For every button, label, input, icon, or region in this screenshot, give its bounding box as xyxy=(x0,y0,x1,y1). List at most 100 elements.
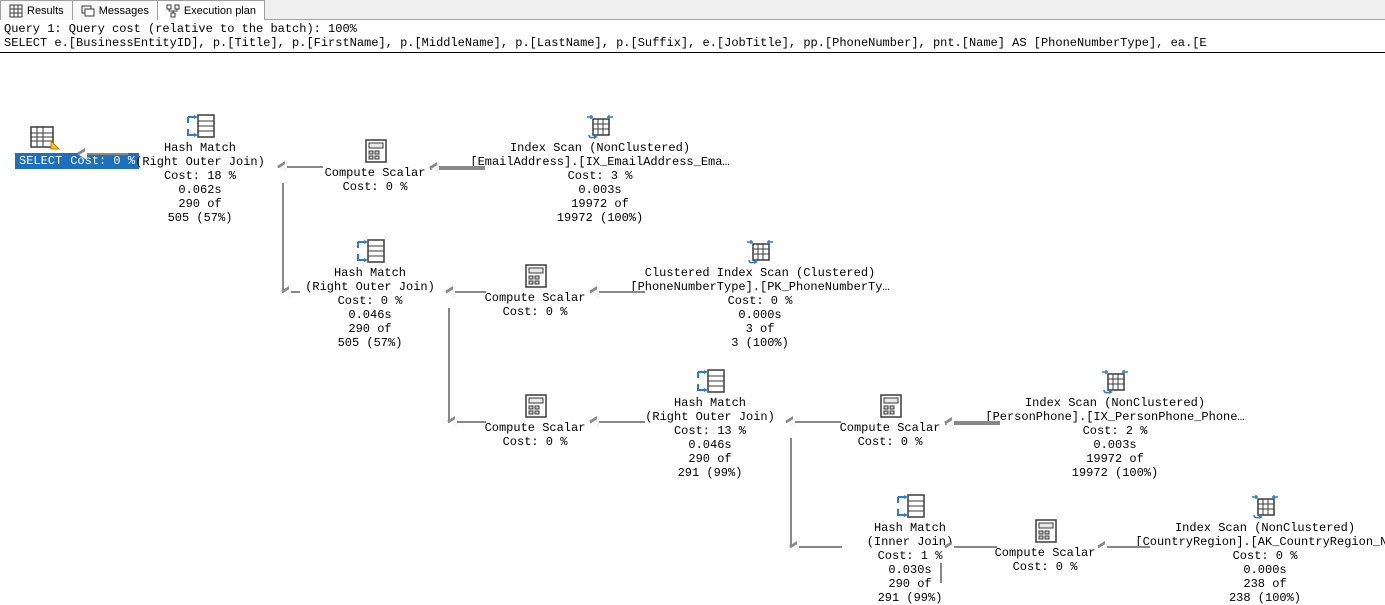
plan-node-text: Cost: 0 % xyxy=(290,294,450,308)
plan-node-cs5[interactable]: Compute ScalarCost: 0 % xyxy=(985,518,1105,574)
plan-node-text: Hash Match xyxy=(830,521,990,535)
plan-node-text: 19972 (100%) xyxy=(470,211,730,225)
plan-node-hm3[interactable]: Hash Match(Right Outer Join)Cost: 13 %0.… xyxy=(630,368,790,480)
plan-node-text: 291 (99%) xyxy=(830,591,990,605)
plan-node-text: 505 (57%) xyxy=(120,211,280,225)
plan-node-text: 0.046s xyxy=(290,308,450,322)
plan-node-text: Compute Scalar xyxy=(315,166,435,180)
grid-icon xyxy=(9,4,23,18)
plan-node-hm4[interactable]: Hash Match(Inner Join)Cost: 1 %0.030s290… xyxy=(830,493,990,605)
compute-icon xyxy=(830,393,950,419)
hash-icon xyxy=(630,368,790,394)
plan-node-text: 0.000s xyxy=(1135,563,1385,577)
plan-node-text: Hash Match xyxy=(120,141,280,155)
indexscan-icon xyxy=(985,368,1245,394)
plan-node-text: Compute Scalar xyxy=(985,546,1105,560)
plan-node-cs2[interactable]: Compute ScalarCost: 0 % xyxy=(475,263,595,319)
plan-node-text: Cost: 18 % xyxy=(120,169,280,183)
hash-icon xyxy=(290,238,450,264)
plan-node-text: 19972 (100%) xyxy=(985,466,1245,480)
plan-node-cs4[interactable]: Compute ScalarCost: 0 % xyxy=(830,393,950,449)
plan-node-text: Index Scan (NonClustered) xyxy=(985,396,1245,410)
tab-messages-label: Messages xyxy=(99,5,149,17)
plan-node-text: Hash Match xyxy=(630,396,790,410)
plan-node-text: Cost: 0 % xyxy=(475,435,595,449)
plan-connector xyxy=(282,291,300,293)
plan-node-text: 290 of xyxy=(290,322,450,336)
tab-messages[interactable]: Messages xyxy=(72,0,158,20)
plan-node-hm1[interactable]: Hash Match(Right Outer Join)Cost: 18 %0.… xyxy=(120,113,280,225)
tab-results[interactable]: Results xyxy=(0,0,73,20)
plan-node-text: Compute Scalar xyxy=(830,421,950,435)
plan-node-cs1[interactable]: Compute ScalarCost: 0 % xyxy=(315,138,435,194)
plan-node-text: 0.030s xyxy=(830,563,990,577)
plan-connector xyxy=(940,563,942,583)
plan-connector xyxy=(78,153,128,155)
plan-node-text: Cost: 0 % xyxy=(630,294,890,308)
plan-node-text: (Right Outer Join) xyxy=(630,410,790,424)
plan-node-text: 3 (100%) xyxy=(630,336,890,350)
plan-node-text: 290 of xyxy=(630,452,790,466)
indexscan-icon xyxy=(630,238,890,264)
plan-node-ix_phone[interactable]: Index Scan (NonClustered)[PersonPhone].[… xyxy=(985,368,1245,480)
compute-icon xyxy=(475,393,595,419)
plan-node-text: [PersonPhone].[IX_PersonPhone_Phone… xyxy=(985,410,1245,424)
plan-connector xyxy=(790,546,842,548)
plan-node-ix_country[interactable]: Index Scan (NonClustered)[CountryRegion]… xyxy=(1135,493,1385,605)
plan-node-text: 0.062s xyxy=(120,183,280,197)
plan-node-text: 3 of xyxy=(630,322,890,336)
plan-node-text: Index Scan (NonClustered) xyxy=(470,141,730,155)
plan-node-cix_pnt[interactable]: Clustered Index Scan (Clustered)[PhoneNu… xyxy=(630,238,890,350)
plan-node-text: (Right Outer Join) xyxy=(120,155,280,169)
plan-node-text: 290 of xyxy=(120,197,280,211)
plan-node-text: Cost: 3 % xyxy=(470,169,730,183)
tab-plan-label: Execution plan xyxy=(184,5,256,17)
messages-icon xyxy=(81,4,95,18)
plan-node-text: 238 (100%) xyxy=(1135,591,1385,605)
plan-node-text: 0.000s xyxy=(630,308,890,322)
plan-node-text: 0.046s xyxy=(630,438,790,452)
plan-node-text: 19972 of xyxy=(470,197,730,211)
indexscan-icon xyxy=(470,113,730,139)
compute-icon xyxy=(985,518,1105,544)
plan-node-hm2[interactable]: Hash Match(Right Outer Join)Cost: 0 %0.0… xyxy=(290,238,450,350)
plan-node-text: Cost: 0 % xyxy=(315,180,435,194)
plan-node-text: Cost: 2 % xyxy=(985,424,1245,438)
plan-node-text: Compute Scalar xyxy=(475,291,595,305)
plan-node-cs3[interactable]: Compute ScalarCost: 0 % xyxy=(475,393,595,449)
plan-connector xyxy=(1098,546,1150,548)
compute-icon xyxy=(475,263,595,289)
tab-results-label: Results xyxy=(27,5,64,17)
plan-node-text: Hash Match xyxy=(290,266,450,280)
plan-node-select[interactable]: SELECTCost: 0 % xyxy=(15,123,75,169)
tab-execution-plan[interactable]: Execution plan xyxy=(157,0,265,20)
plan-connector xyxy=(590,291,645,293)
plan-node-text: [PhoneNumberType].[PK_PhoneNumberTy… xyxy=(630,280,890,294)
plan-node-text: (Right Outer Join) xyxy=(290,280,450,294)
plan-node-text: Compute Scalar xyxy=(475,421,595,435)
plan-connector xyxy=(945,546,997,548)
plan-node-text: Cost: 0 % xyxy=(830,435,950,449)
plan-node-text: 0.003s xyxy=(985,438,1245,452)
plan-connector xyxy=(430,166,485,170)
plan-node-text: [EmailAddress].[IX_EmailAddress_Ema… xyxy=(470,155,730,169)
plan-node-text: 291 (99%) xyxy=(630,466,790,480)
select-icon xyxy=(15,123,75,151)
plan-connector xyxy=(448,421,486,423)
plan-connector xyxy=(786,421,841,423)
plan-node-ix_email[interactable]: Index Scan (NonClustered)[EmailAddress].… xyxy=(470,113,730,225)
compute-icon xyxy=(315,138,435,164)
plan-connector xyxy=(448,308,450,421)
plan-connector xyxy=(790,438,792,546)
execution-plan-canvas[interactable]: SELECTCost: 0 %Hash Match(Right Outer Jo… xyxy=(0,53,1385,573)
plan-connector xyxy=(590,421,645,423)
plan-connector xyxy=(282,183,284,291)
plan-node-text: 19972 of xyxy=(985,452,1245,466)
result-tabs: Results Messages Execution plan xyxy=(0,0,1385,20)
plan-connector xyxy=(278,166,323,168)
indexscan-icon xyxy=(1135,493,1385,519)
plan-connector xyxy=(945,421,1000,425)
plan-node-text: Cost: 0 % xyxy=(475,305,595,319)
plan-node-text: Cost: 0 % xyxy=(985,560,1105,574)
hash-icon xyxy=(830,493,990,519)
